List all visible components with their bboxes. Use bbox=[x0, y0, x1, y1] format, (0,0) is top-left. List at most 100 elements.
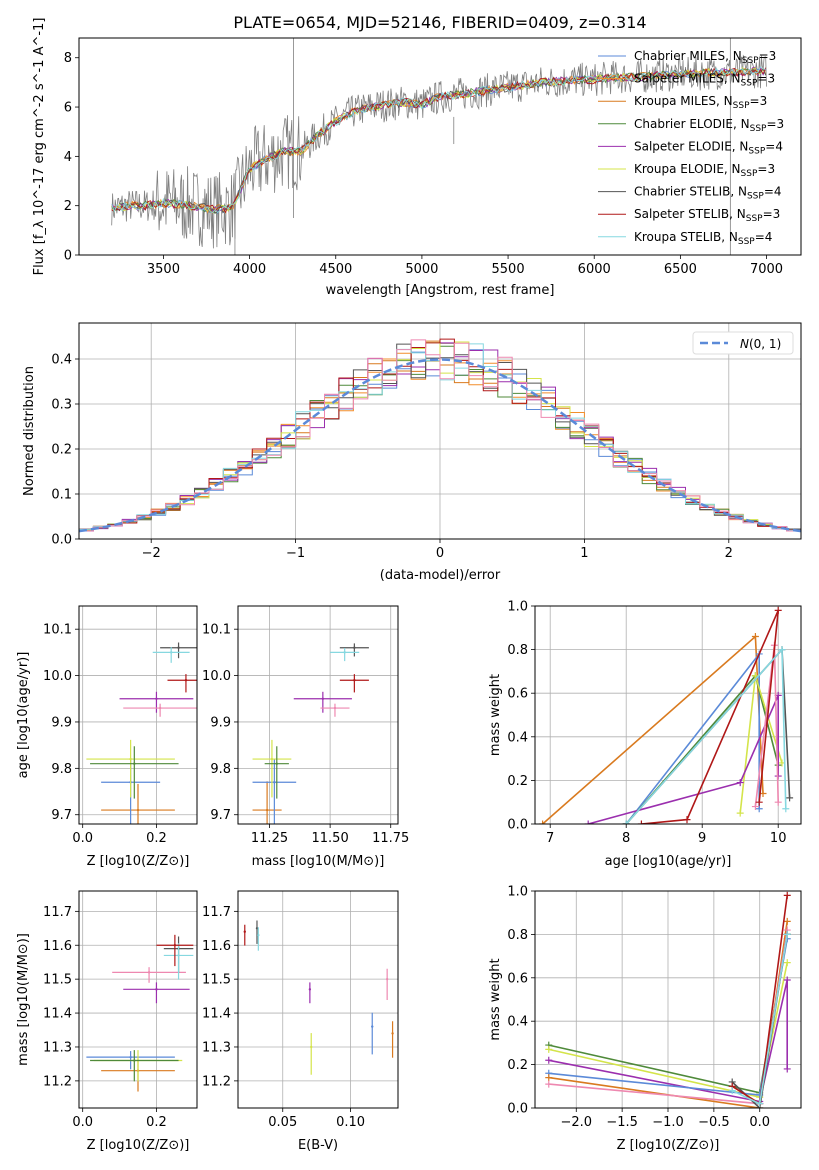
data-point bbox=[275, 762, 278, 765]
legend-label: Kroupa MILES, NSSP=3 bbox=[634, 94, 767, 111]
y-tick-label: 0.1 bbox=[51, 488, 72, 503]
x-tick-label: 0.2 bbox=[146, 1115, 167, 1130]
x-tick-label: 4500 bbox=[319, 262, 352, 277]
legend: Chabrier MILES, NSSP=3 Salpeter MILES, NS… bbox=[598, 49, 784, 247]
x-axis-label: age [log10(age/yr)] bbox=[605, 854, 732, 869]
data-point bbox=[133, 1059, 136, 1062]
x-axis-label: Z [log10(Z/Z⊙)] bbox=[87, 1138, 190, 1153]
y-tick-label: 9.8 bbox=[210, 762, 231, 777]
x-tick-label: 5000 bbox=[405, 262, 438, 277]
y-tick-label: 0 bbox=[64, 249, 72, 264]
y-tick-label: 11.5 bbox=[202, 973, 231, 988]
legend-label: Chabrier STELIB, NSSP=4 bbox=[634, 185, 782, 202]
x-tick-label: 6000 bbox=[578, 262, 611, 277]
y-axis-label: age [log10(age/yr)] bbox=[16, 652, 31, 779]
series-marker bbox=[783, 959, 791, 967]
x-tick-label: −1 bbox=[286, 546, 305, 561]
axes-frame bbox=[237, 890, 399, 1109]
y-tick-label: 0.8 bbox=[507, 643, 528, 658]
x-tick-label: 9 bbox=[698, 831, 706, 846]
data-point bbox=[385, 977, 389, 981]
y-tick-label: 10.1 bbox=[202, 623, 231, 638]
x-tick-label: 0.0 bbox=[72, 1115, 93, 1130]
series-marker bbox=[736, 809, 744, 817]
y-tick-label: 9.7 bbox=[51, 808, 72, 823]
legend-label: Chabrier MILES, NSSP=3 bbox=[634, 49, 776, 66]
series-marker bbox=[683, 816, 691, 824]
x-tick-label: −2 bbox=[142, 546, 161, 561]
y-tick-label: 0.4 bbox=[507, 1015, 528, 1030]
panel-z-age: 0.0 0.2 9.7 9.8 9.9 10.0 10.1 Z [log10(Z/Z⊙)] ag… bbox=[16, 605, 198, 869]
axes-frame bbox=[78, 322, 802, 540]
y-tick-label: 0.0 bbox=[507, 1102, 528, 1117]
x-tick-label: 0.10 bbox=[336, 1115, 365, 1130]
x-axis-label: wavelength [Angstrom, rest frame] bbox=[326, 283, 555, 298]
y-tick-label: 0.2 bbox=[507, 1058, 528, 1073]
series-marker bbox=[751, 803, 759, 811]
series-line bbox=[625, 651, 760, 824]
data-point bbox=[243, 930, 246, 933]
axes-frame bbox=[78, 890, 198, 1109]
y-tick-label: 0.4 bbox=[51, 353, 72, 368]
x-tick-label: 10 bbox=[770, 831, 787, 846]
data-point bbox=[343, 651, 346, 654]
y-tick-label: 9.8 bbox=[51, 762, 72, 777]
series-line bbox=[587, 695, 779, 824]
legend-label: Kroupa STELIB, NSSP=4 bbox=[634, 230, 772, 247]
series-marker bbox=[545, 1080, 553, 1088]
y-tick-label: 11.4 bbox=[43, 1007, 72, 1022]
axes-frame bbox=[78, 37, 802, 256]
y-tick-label: 0.6 bbox=[507, 687, 528, 702]
histogram-step bbox=[79, 339, 801, 533]
legend-label: Salpeter MILES, NSSP=3 bbox=[634, 72, 775, 89]
x-tick-label: 7 bbox=[546, 831, 554, 846]
y-tick-label: 0.3 bbox=[51, 398, 72, 413]
x-tick-label: 0.0 bbox=[749, 1115, 770, 1130]
legend-label: N(0, 1) bbox=[740, 337, 781, 351]
plot-area bbox=[79, 338, 801, 534]
panel-z-mass: 0.0 0.2 11.2 11.3 11.4 11.5 11.6 11.7 Z [log10(Z… bbox=[16, 890, 198, 1153]
data-point bbox=[333, 706, 337, 710]
x-tick-label: 11.25 bbox=[251, 831, 288, 846]
y-tick-label: 11.4 bbox=[202, 1007, 231, 1022]
x-tick-label: 8 bbox=[622, 831, 630, 846]
series-marker bbox=[774, 606, 782, 614]
series-marker bbox=[783, 1065, 791, 1073]
y-tick-label: 11.2 bbox=[43, 1074, 72, 1089]
series-marker bbox=[755, 798, 763, 806]
y-tick-label: 6 bbox=[64, 101, 72, 116]
series-marker bbox=[783, 976, 791, 984]
x-tick-label: 0.2 bbox=[146, 831, 167, 846]
data-point bbox=[265, 808, 269, 812]
y-tick-label: 0.2 bbox=[51, 443, 72, 458]
plot-area bbox=[86, 642, 197, 824]
x-tick-label: 7000 bbox=[750, 262, 783, 277]
x-axis-label: mass [log10(M/M⊙)] bbox=[252, 854, 385, 869]
normal-curve bbox=[79, 358, 801, 533]
legend-label: Chabrier ELODIE, NSSP=3 bbox=[634, 117, 784, 134]
data-point bbox=[147, 971, 151, 974]
y-tick-label: 11.6 bbox=[43, 939, 72, 954]
x-tick-label: 11.50 bbox=[312, 831, 349, 846]
y-tick-label: 0.2 bbox=[507, 774, 528, 789]
x-tick-label: 11.75 bbox=[372, 831, 409, 846]
y-axis-label: Normed distribution bbox=[22, 366, 37, 496]
data-point bbox=[169, 651, 173, 654]
axes-frame bbox=[534, 605, 802, 825]
data-point bbox=[173, 944, 177, 947]
legend-label: Salpeter ELODIE, NSSP=4 bbox=[634, 139, 783, 156]
legend-label: Kroupa ELODIE, NSSP=3 bbox=[634, 162, 775, 179]
data-point bbox=[155, 988, 158, 991]
data-point bbox=[158, 706, 162, 710]
series-marker bbox=[545, 1045, 553, 1053]
y-tick-label: 8 bbox=[64, 51, 72, 66]
panel-weight-age: 7 8 9 10 0.0 0.2 0.4 0.6 0.8 1.0 age [log10(age/yr… bbox=[488, 600, 802, 869]
y-tick-label: 1.0 bbox=[507, 885, 528, 900]
axes-frame bbox=[237, 605, 399, 825]
y-tick-label: 10.0 bbox=[202, 669, 231, 684]
data-point bbox=[353, 679, 356, 682]
series-marker bbox=[545, 1074, 553, 1082]
data-point bbox=[155, 697, 158, 700]
series-line bbox=[641, 610, 779, 824]
